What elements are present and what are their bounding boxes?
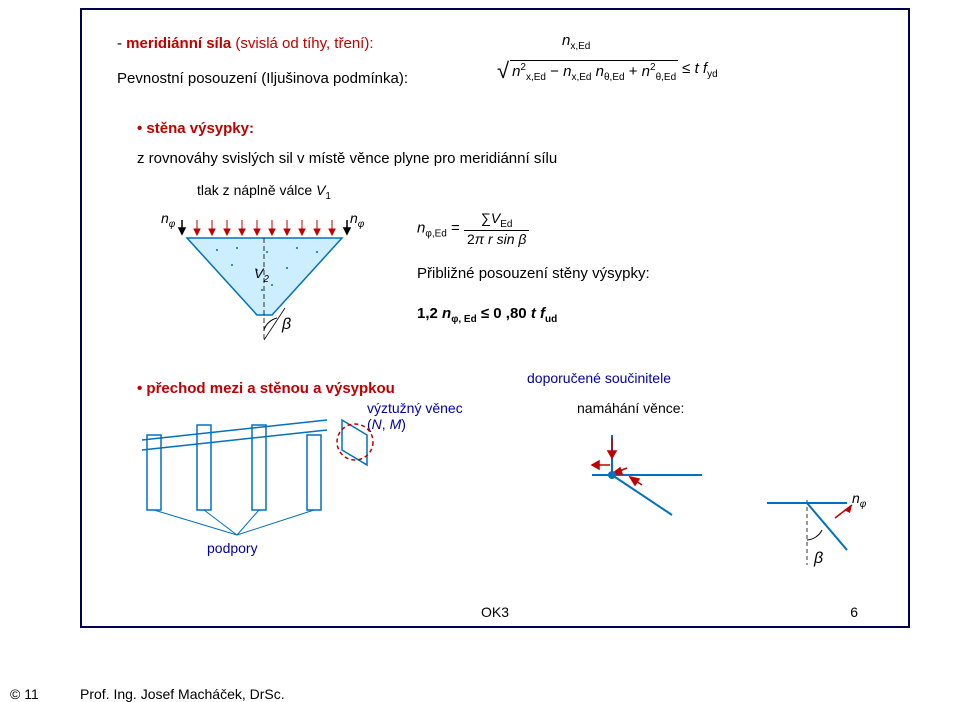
line-meridianal-force: - meridiánní síla (svislá od tíhy, tření… xyxy=(117,35,873,52)
hopper-top-label: tlak z náplně válce V1 xyxy=(197,182,331,202)
v2s: 2 xyxy=(263,274,269,285)
slide-number: 6 xyxy=(850,604,858,620)
hopper-label-text: tlak z náplně válce xyxy=(197,182,316,198)
sub-xed: x,Ed xyxy=(570,41,590,52)
meridianal-label: meridiánní síla xyxy=(126,35,231,52)
v2-label: V2 xyxy=(254,265,269,285)
t3n: n xyxy=(642,63,650,80)
npl2: nφ xyxy=(350,210,364,230)
t2bn: n xyxy=(596,63,604,80)
coef-icon xyxy=(582,430,732,520)
minus: − xyxy=(550,63,563,80)
plus: + xyxy=(629,63,642,80)
formula-nxed: nx,Ed xyxy=(562,32,590,52)
v2v: V xyxy=(254,265,263,281)
ap-a: 1,2 xyxy=(417,305,442,322)
strength-label: Pevnostní posouzení (Iljušinova podmínka… xyxy=(117,70,408,87)
approx-title: Přibližné posouzení stěny výsypky: xyxy=(417,265,650,282)
pi: π xyxy=(475,231,484,247)
author: Prof. Ing. Josef Macháček, DrSc. xyxy=(80,686,285,702)
two: 2 xyxy=(467,231,475,247)
v1sub: 1 xyxy=(325,191,331,202)
bullet2-dot: • xyxy=(137,380,146,397)
sum: ∑ xyxy=(481,210,491,226)
formula-nphied: nφ,Ed = ∑VEd 2π r sin β xyxy=(417,210,529,247)
nphi-beta-icon xyxy=(757,500,867,580)
np1n: n xyxy=(161,210,169,226)
vnum: V xyxy=(491,210,500,226)
frac-den: 2π r sin β xyxy=(464,231,529,247)
bullet1-dot: • xyxy=(137,120,146,137)
hopper-icon xyxy=(177,220,352,350)
beta2-label: β xyxy=(814,550,823,568)
formula-approx: 1,2 nφ, Ed ≤ 0 ,80 t fud xyxy=(417,305,557,325)
t2bsub: θ,Ed xyxy=(604,72,625,83)
np2s: φ xyxy=(358,219,365,230)
np1s: φ xyxy=(169,219,176,230)
bullet-transition: • přechod mezi a stěnou a výsypkou xyxy=(137,380,395,398)
rhs-sub: yd xyxy=(707,69,718,80)
hopper-beta: β xyxy=(282,316,291,334)
t2asub: x,Ed xyxy=(571,72,591,83)
frac-num: ∑VEd xyxy=(464,210,529,231)
sqrt-body: n2x,Ed − nx,Ed nθ,Ed + n2θ,Ed xyxy=(510,60,678,83)
t3sub: θ,Ed xyxy=(656,72,677,83)
sqrt-icon: √ xyxy=(497,60,509,82)
ring-moment: namáhání věnce: xyxy=(577,400,684,416)
bullet-hopper-wall: • stěna výsypky: xyxy=(137,120,254,138)
nphilabs: φ xyxy=(860,499,867,510)
npl1: nφ xyxy=(161,210,175,230)
ap-n: n xyxy=(442,305,451,322)
copyright: © 11 xyxy=(10,686,39,702)
dash: - xyxy=(117,35,126,52)
ap-le: ≤ xyxy=(481,305,493,322)
coef-label: doporučené součinitele xyxy=(527,370,671,386)
meridianal-paren: (svislá od tíhy, tření): xyxy=(235,35,373,52)
ap-fsub: ud xyxy=(545,314,557,325)
le: ≤ xyxy=(682,60,694,77)
podpory-label: podpory xyxy=(207,540,258,556)
r: r sin xyxy=(484,231,518,247)
fraction: ∑VEd 2π r sin β xyxy=(464,210,529,247)
t1sub: x,Ed xyxy=(526,72,546,83)
nphi-label: nφ xyxy=(852,490,866,510)
ap-t: t xyxy=(531,305,540,322)
ok3-label: OK3 xyxy=(481,604,509,620)
supports-icon xyxy=(137,410,457,540)
slide-footer: OK3 6 xyxy=(132,604,858,620)
bullet1-text: stěna výsypky: xyxy=(146,120,254,137)
equilibrium-text: z rovnováhy svislých sil v místě věnce p… xyxy=(137,150,557,167)
denbeta: β xyxy=(518,231,526,247)
ap-nsub: φ, Ed xyxy=(451,314,477,325)
line-strength-check: Pevnostní posouzení (Iljušinova podmínka… xyxy=(117,70,873,87)
nphilabn: n xyxy=(852,490,860,506)
nphi-eq: = xyxy=(451,219,464,236)
bullet2-text: přechod mezi a stěnou a výsypkou xyxy=(146,380,394,397)
formula-sqrt: √ n2x,Ed − nx,Ed nθ,Ed + n2θ,Ed ≤ t fyd xyxy=(497,60,718,83)
nphi-sub: φ,Ed xyxy=(425,228,447,239)
vnumsub: Ed xyxy=(500,219,512,230)
ap-b: 0 ,80 xyxy=(493,305,531,322)
rhs-t: t xyxy=(695,60,703,77)
